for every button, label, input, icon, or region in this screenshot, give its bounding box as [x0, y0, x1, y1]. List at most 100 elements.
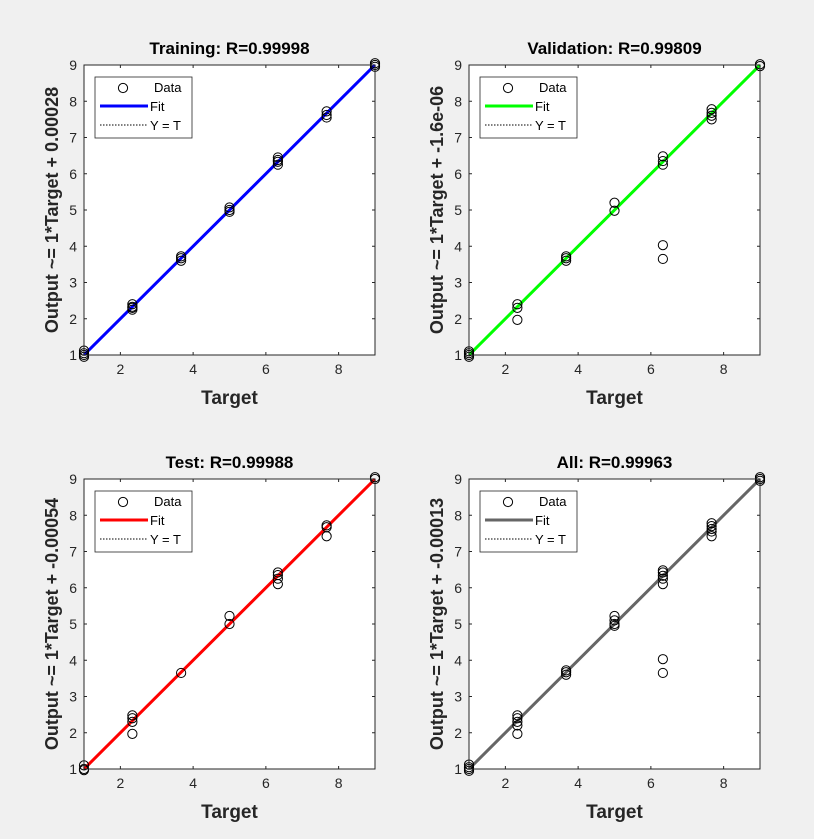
legend-data-marker [502, 82, 514, 94]
chart-panel-2: 2 4 6 8 1 2 3 4 5 6 7 8 9 Validation: R=0.99809 Target… [427, 39, 766, 409]
data-point [272, 573, 283, 584]
x-axis-label: Target [586, 388, 643, 409]
data-point [657, 155, 668, 167]
legend-entry-label: Fit [535, 99, 550, 114]
legend-data-marker [117, 82, 129, 94]
x-tick-label: 4 [189, 775, 197, 791]
data-point [657, 667, 668, 679]
y-tick-label: 4 [69, 652, 77, 668]
data-point [706, 521, 717, 532]
data-point [512, 314, 523, 325]
data-point [127, 302, 138, 313]
y-tick-label: 2 [69, 311, 77, 327]
y-tick-label: 7 [454, 544, 462, 560]
x-tick-label: 4 [574, 361, 582, 377]
data-point [657, 654, 668, 665]
y-tick-label: 4 [454, 652, 462, 668]
y-axis-label: Output ~= 1*Target + -1.6e-06 [427, 86, 447, 334]
y-tick-label: 6 [454, 166, 462, 182]
data-point [609, 610, 620, 622]
y-tick-label: 2 [69, 725, 77, 741]
data-point [706, 526, 717, 537]
y-tick-label: 1 [454, 761, 462, 777]
y-tick-label: 3 [454, 689, 462, 705]
legend-entry-label: Y = T [535, 532, 566, 547]
legend-entry-label: Fit [150, 99, 165, 114]
y-tick-label: 9 [69, 471, 77, 487]
data-point [609, 197, 620, 208]
data-point [657, 579, 668, 590]
data-point [176, 255, 187, 266]
legend-entry-label: Y = T [150, 532, 181, 547]
data-point [512, 299, 523, 310]
y-tick-label: 1 [69, 347, 77, 363]
y-tick-label: 3 [69, 275, 77, 291]
data-point [657, 240, 668, 251]
x-tick-label: 2 [116, 361, 124, 377]
legend-entry-label: Data [154, 80, 182, 95]
fit-line [82, 477, 377, 771]
y-tick-label: 6 [69, 166, 77, 182]
data-point [321, 106, 332, 117]
y-tick-label: 9 [454, 471, 462, 487]
y-tick-label: 8 [454, 93, 462, 109]
data-point [272, 567, 283, 578]
y-tick-label: 7 [454, 130, 462, 146]
data-point [127, 710, 138, 721]
legend: Data Fit Y = T [479, 76, 578, 139]
data-point [706, 107, 717, 118]
data-point [272, 152, 283, 163]
data-point [224, 204, 235, 216]
data-point [706, 518, 717, 529]
y-tick-label: 8 [69, 507, 77, 523]
y-tick-label: 9 [454, 57, 462, 73]
y-tick-label: 4 [454, 238, 462, 254]
data-point [706, 110, 717, 121]
data-point [706, 523, 717, 535]
data-point [561, 251, 572, 262]
data-point [609, 618, 620, 630]
x-tick-label: 6 [262, 775, 270, 791]
legend-entry-label: Y = T [150, 118, 181, 133]
data-point [272, 159, 283, 170]
y-tick-label: 8 [454, 507, 462, 523]
legend-entry-label: Data [539, 494, 567, 509]
legend: Data Fit Y = T [479, 490, 578, 553]
x-tick-label: 8 [720, 775, 728, 791]
y-tick-label: 7 [69, 130, 77, 146]
data-point [321, 520, 332, 531]
chart-title: All: R=0.99963 [557, 453, 673, 472]
x-axis-label: Target [201, 388, 258, 409]
legend-entry-label: Fit [150, 513, 165, 528]
legend-data-marker [502, 496, 514, 508]
x-axis-label: Target [586, 802, 643, 823]
x-tick-label: 6 [647, 361, 655, 377]
legend-entry-label: Data [539, 80, 567, 95]
data-point [224, 618, 235, 630]
y-axis-label: Output ~= 1*Target + -0.00054 [42, 498, 62, 750]
data-point [127, 716, 138, 727]
y-tick-label: 1 [454, 347, 462, 363]
x-tick-label: 6 [262, 361, 270, 377]
data-point [224, 202, 235, 213]
data-point [512, 710, 523, 721]
chart-title: Test: R=0.99988 [166, 453, 294, 472]
data-point [512, 302, 523, 313]
data-point [657, 573, 668, 584]
data-point [657, 151, 668, 162]
chart-panel-1: 2 4 6 8 1 2 3 4 5 6 7 8 9 Training: R=0.99998 Target Ou… [42, 39, 381, 409]
data-point [272, 154, 283, 166]
data-point [657, 159, 668, 170]
data-point [706, 104, 717, 115]
x-tick-label: 8 [335, 361, 343, 377]
data-point [224, 610, 235, 622]
data-point [272, 569, 283, 581]
data-point [561, 665, 572, 676]
data-point [321, 109, 332, 121]
data-point [706, 114, 717, 125]
legend-entry-label: Y = T [535, 118, 566, 133]
data-point [609, 205, 620, 216]
data-point [561, 669, 572, 680]
y-tick-label: 5 [454, 202, 462, 218]
